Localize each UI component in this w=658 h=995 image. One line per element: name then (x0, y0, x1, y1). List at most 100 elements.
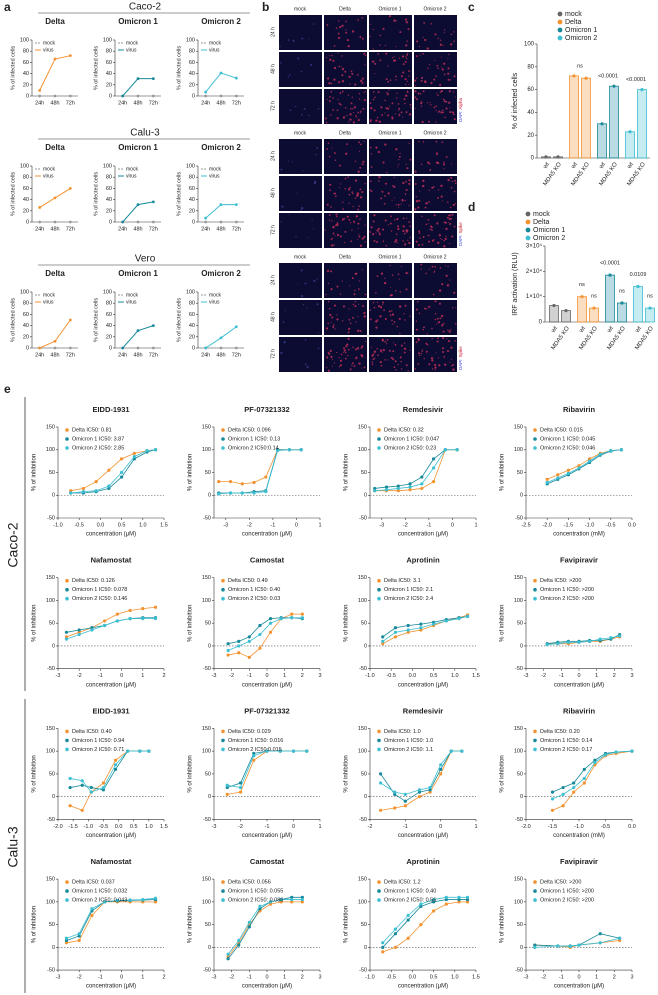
x-tick-label: 72h (66, 226, 75, 232)
data-point (300, 612, 304, 616)
image-speckle (399, 356, 402, 359)
image-speckle (440, 89, 444, 93)
image-column-label: Omicron 2 (423, 254, 446, 260)
image-speckle (339, 25, 342, 29)
data-point (38, 346, 42, 350)
image-speckle (410, 107, 412, 109)
data-point (561, 804, 565, 808)
data-point (420, 482, 424, 486)
image-speckle (434, 313, 437, 315)
x-tick-label: 0.5 (118, 522, 126, 528)
x-tick-label: -1 (247, 673, 252, 679)
image-speckle (314, 153, 317, 156)
image-speckle (339, 293, 342, 295)
data-point (141, 607, 145, 611)
image-speckle (332, 365, 334, 367)
image-speckle (450, 163, 452, 165)
y-tick-label: 60 (189, 312, 195, 318)
image-speckle (395, 290, 397, 292)
image-speckle (377, 91, 380, 94)
image-speckle (398, 278, 400, 280)
chart-title: Remdesivir (403, 405, 444, 414)
data-point (128, 608, 132, 613)
legend-label: Omicron 2 IC50: 0.086 (228, 898, 283, 904)
data-point (550, 797, 555, 801)
legend-label: virus (43, 47, 54, 53)
x-axis-label: concentration (μM) (554, 984, 604, 990)
data-point (225, 785, 229, 790)
image-speckle (357, 170, 360, 173)
data-point (582, 767, 586, 771)
x-axis-label: concentration (μM) (398, 682, 448, 688)
data-point (68, 776, 72, 781)
image-speckle (350, 70, 353, 73)
bar-dot (608, 273, 612, 277)
image-speckle (346, 114, 348, 117)
legend-swatch (377, 898, 381, 902)
image-speckle (422, 36, 424, 38)
legend-label: mock (43, 166, 55, 172)
image-column-label: Omicron 1 (378, 130, 401, 136)
image-speckle (361, 355, 364, 358)
x-tick-label: 1 (283, 975, 286, 981)
legend-label: virus (209, 173, 220, 179)
image-speckle (391, 351, 394, 353)
image-speckle (348, 318, 351, 321)
micrograph (414, 263, 457, 298)
y-tick-label: 100 (20, 289, 29, 295)
image-speckle (340, 364, 342, 367)
data-point (151, 77, 155, 81)
image-speckle (395, 45, 397, 47)
bar (569, 75, 579, 159)
bar-dot (572, 74, 576, 78)
image-speckle (350, 240, 353, 243)
legend-swatch (533, 587, 537, 592)
x-tick-label: 1 (595, 673, 598, 679)
x-tick-label: -1.5 (564, 522, 573, 528)
image-speckle (393, 342, 395, 344)
image-speckle (338, 164, 341, 167)
legend-label: Omicron 1 IC50: 0.016 (228, 738, 283, 744)
image-speckle (438, 111, 440, 113)
image-speckle (370, 107, 373, 110)
chart-title: Omicron 1 (118, 143, 158, 152)
image-speckle (371, 361, 374, 363)
data-point (556, 642, 560, 646)
image-speckle (436, 92, 438, 94)
image-speckle (400, 75, 403, 78)
fit-curve (227, 896, 303, 959)
micrograph (369, 15, 412, 50)
image-speckle (378, 231, 380, 233)
legend-label: Omicron 1 IC50: 2.1 (384, 587, 433, 593)
image-speckle (334, 328, 336, 330)
image-speckle (437, 196, 439, 199)
image-speckle (361, 77, 364, 80)
y-axis-label: % of inhibition (500, 906, 506, 943)
x-tick-label: 1.5 (472, 975, 480, 981)
y-axis-label: % of infected cells (176, 172, 182, 217)
data-point (120, 475, 124, 479)
image-speckle (341, 280, 343, 282)
data-point (247, 639, 251, 644)
image-speckle (331, 220, 333, 222)
image-speckle (422, 236, 425, 238)
bar-dot (612, 84, 616, 88)
fit-curve (66, 606, 156, 638)
x-tick-label: -2 (229, 673, 234, 679)
bar-dot (564, 309, 568, 313)
image-speckle (446, 284, 450, 287)
data-point (577, 640, 581, 644)
data-point (428, 788, 432, 792)
legend-label: mock (209, 292, 221, 298)
image-speckle (404, 319, 406, 321)
image-speckle (400, 265, 403, 268)
micrograph (414, 300, 457, 335)
y-tick-label: 100 (103, 37, 112, 43)
image-speckle (349, 285, 351, 287)
x-tick-label: wt (570, 161, 579, 170)
image-speckle (385, 244, 388, 247)
image-speckle (428, 363, 431, 366)
data-point (53, 196, 57, 200)
micrograph (324, 263, 367, 298)
